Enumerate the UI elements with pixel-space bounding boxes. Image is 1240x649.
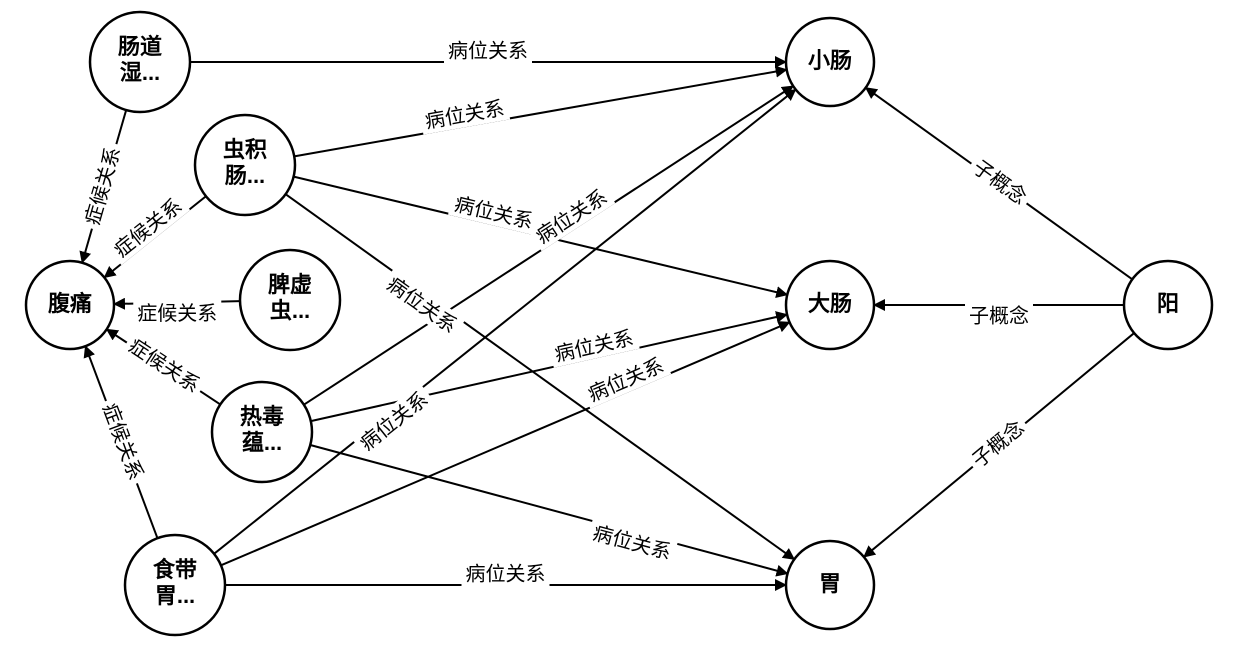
node-label-line2: 肠...: [225, 163, 265, 188]
edge-label: 病位关系: [448, 189, 540, 235]
node-label-line1: 热毒: [240, 404, 284, 429]
node-futong: 腹痛: [26, 261, 114, 349]
node-wei: 胃: [786, 541, 874, 629]
svg-text:病位关系: 病位关系: [585, 354, 668, 407]
edge-label: 症候关系: [133, 300, 221, 326]
svg-text:病位关系: 病位关系: [590, 521, 673, 564]
edge-label-layer: 病位关系症候关系病位关系病位关系病位关系症候关系症候关系病位关系病位关系病位关系…: [78, 37, 1036, 586]
node-xiaochang: 小肠: [786, 18, 874, 106]
svg-text:病位关系: 病位关系: [466, 562, 546, 585]
node-label: 小肠: [808, 48, 852, 73]
edge-label: 子概念: [965, 151, 1035, 212]
node-label: 胃: [819, 571, 841, 596]
edge-label: 病位关系: [419, 94, 510, 135]
node-label-line1: 脾虚: [268, 272, 312, 297]
edge-label: 病位关系: [462, 560, 550, 586]
node-label-line2: 湿...: [120, 60, 160, 85]
edge-label: 症候关系: [78, 140, 127, 232]
node-changdaoshi: 肠道湿...: [90, 12, 190, 112]
node-label-line1: 肠道: [118, 34, 162, 59]
edge-label: 病位关系: [379, 268, 466, 340]
node-label: 腹痛: [48, 291, 92, 316]
node-dachang: 大肠: [786, 261, 874, 349]
svg-text:病位关系: 病位关系: [452, 192, 535, 233]
edge-label: 子概念: [963, 412, 1032, 475]
concept-graph: 病位关系症候关系病位关系病位关系病位关系症候关系症候关系病位关系病位关系病位关系…: [0, 0, 1240, 649]
edge-label: 症候关系: [96, 396, 151, 488]
node-chongji: 虫积肠...: [195, 115, 295, 215]
svg-text:症候关系: 症候关系: [124, 334, 203, 397]
edge-label: 子概念: [965, 302, 1033, 328]
edge-redu-dachang: [311, 315, 787, 421]
svg-text:病位关系: 病位关系: [356, 387, 433, 455]
edge-label: 病位关系: [586, 518, 678, 566]
edge-label: 病位关系: [351, 383, 436, 458]
edge-chongji-xiaochang: [294, 70, 786, 157]
node-yang: 阳: [1124, 261, 1212, 349]
node-label-line2: 蕴...: [242, 430, 282, 455]
node-pixu: 脾虚虫...: [240, 250, 340, 350]
svg-text:症候关系: 症候关系: [110, 194, 187, 262]
svg-text:症候关系: 症候关系: [137, 302, 217, 325]
node-label-line2: 胃...: [155, 583, 195, 608]
node-label-line2: 虫...: [270, 298, 310, 323]
node-label-line1: 食带: [153, 557, 197, 582]
svg-text:症候关系: 症候关系: [81, 144, 125, 227]
svg-text:症候关系: 症候关系: [98, 400, 148, 483]
edge-label: 病位关系: [527, 181, 615, 251]
svg-text:子概念: 子概念: [969, 303, 1029, 327]
edge-label: 症候关系: [105, 190, 190, 265]
edge-label: 症候关系: [121, 330, 209, 400]
edge-label: 病位关系: [444, 37, 532, 63]
svg-text:病位关系: 病位关系: [448, 39, 528, 62]
edge-redu-wei: [310, 445, 787, 574]
svg-text:子概念: 子概念: [967, 415, 1029, 472]
node-redu: 热毒蕴...: [212, 382, 312, 482]
edge-label: 病位关系: [548, 323, 640, 368]
node-shidai: 食带胃...: [125, 535, 225, 635]
node-label: 阳: [1157, 291, 1179, 316]
node-label: 大肠: [808, 291, 852, 316]
svg-text:病位关系: 病位关系: [532, 185, 612, 248]
node-label-line1: 虫积: [223, 137, 267, 162]
